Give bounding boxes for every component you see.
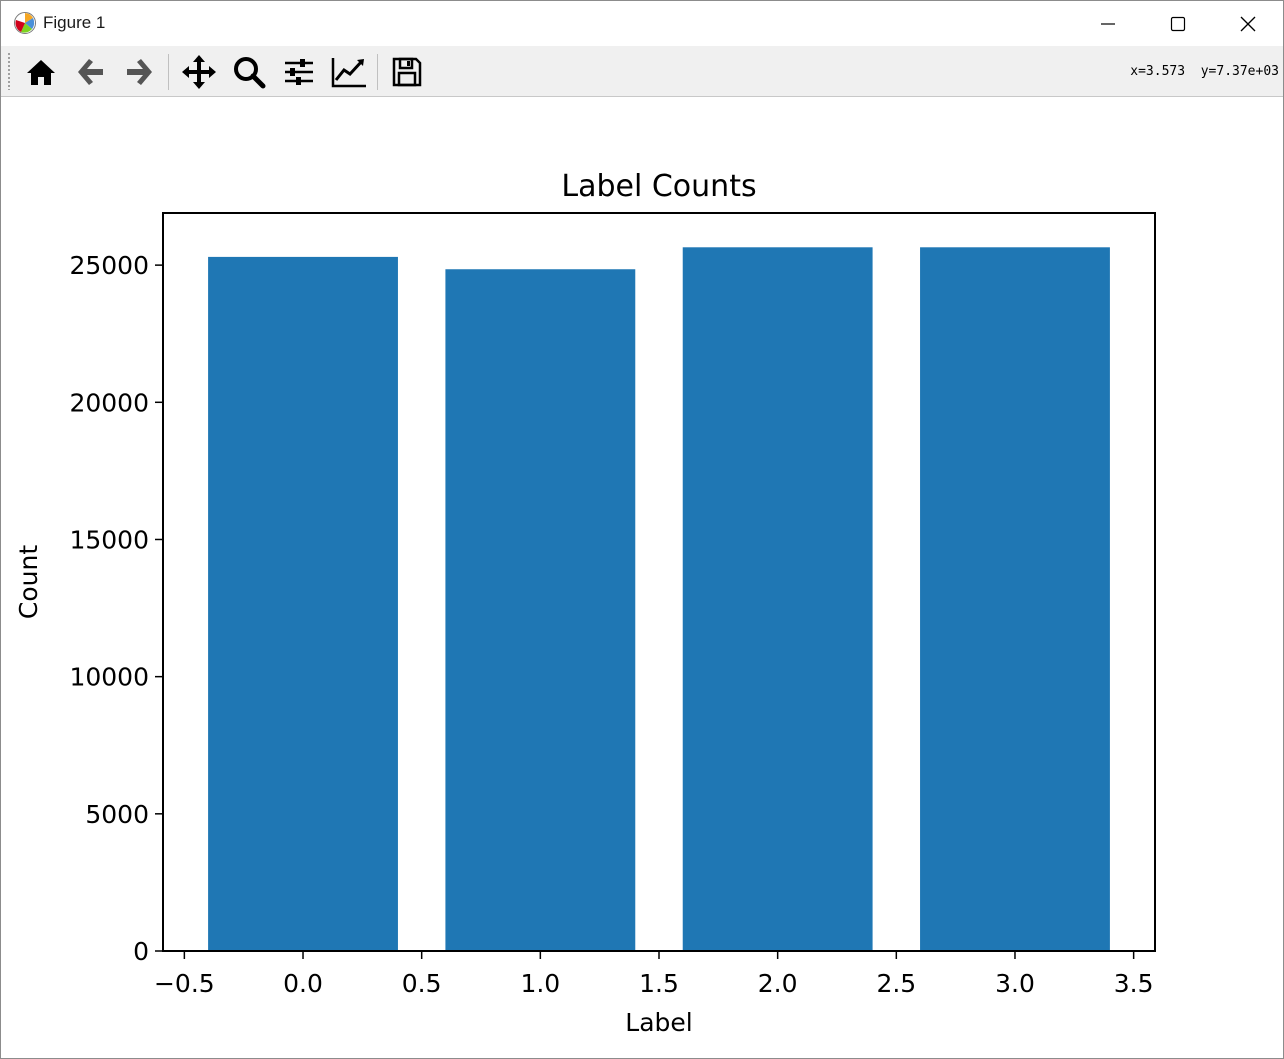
y-tick-label: 25000: [69, 251, 149, 280]
bar-chart: −0.5 0.0 0.5 1.0 1.5 2.0 2.5 3.0 3.5 0 5000 10000 1…: [14, 169, 1156, 1037]
configure-subplots-button[interactable]: [279, 52, 319, 92]
home-icon: [27, 60, 55, 85]
cursor-coordinates: x=3.573 y=7.37e+03: [1130, 64, 1279, 79]
bar: [920, 247, 1110, 951]
toolbar-separator: [168, 54, 169, 90]
x-tick-label: 1.0: [520, 969, 560, 998]
toolbar-grip[interactable]: [7, 52, 11, 90]
x-tick-label: 3.5: [1114, 969, 1154, 998]
y-axis-label: Count: [14, 545, 43, 619]
pan-icon: [182, 55, 216, 89]
y-tick-label: 20000: [69, 388, 149, 417]
x-tick-label: 2.5: [876, 969, 916, 998]
save-button[interactable]: [387, 52, 427, 92]
chart-title: Label Counts: [561, 169, 756, 204]
minimize-button[interactable]: [1073, 1, 1143, 46]
x-tick-label: −0.5: [154, 969, 215, 998]
save-icon: [392, 57, 422, 87]
title-bar[interactable]: Figure 1: [1, 1, 1283, 46]
window-title: Figure 1: [43, 13, 106, 32]
x-tick-label: 3.0: [995, 969, 1035, 998]
navigation-toolbar: x=3.573 y=7.37e+03: [1, 46, 1283, 97]
x-tick-label: 0.0: [283, 969, 323, 998]
home-button[interactable]: [21, 52, 61, 92]
figure-canvas[interactable]: −0.5 0.0 0.5 1.0 1.5 2.0 2.5 3.0 3.5 0 5000 10000 1…: [1, 97, 1283, 1058]
edit-axis-icon: [331, 58, 366, 88]
back-button[interactable]: [71, 52, 111, 92]
x-axis-label: Label: [625, 1008, 692, 1037]
toolbar-separator: [377, 54, 378, 90]
y-tick-label: 15000: [69, 525, 149, 554]
x-tick-label: 1.5: [639, 969, 679, 998]
x-tick-label: 0.5: [402, 969, 442, 998]
y-tick-label: 0: [133, 937, 149, 966]
y-axis-ticks: 0 5000 10000 15000 20000 25000: [69, 251, 163, 966]
pan-button[interactable]: [179, 52, 219, 92]
forward-icon: [127, 59, 152, 85]
x-axis-ticks: −0.5 0.0 0.5 1.0 1.5 2.0 2.5 3.0 3.5: [154, 951, 1154, 998]
bar: [208, 256, 398, 952]
y-tick-label: 10000: [69, 663, 149, 692]
bar: [682, 247, 873, 951]
maximize-button[interactable]: [1143, 1, 1213, 46]
back-icon: [78, 59, 103, 85]
configure-subplots-icon: [285, 59, 313, 85]
close-button[interactable]: [1213, 1, 1283, 46]
bar-series: [208, 247, 1110, 952]
zoom-icon: [234, 57, 266, 89]
forward-button[interactable]: [119, 52, 159, 92]
zoom-button[interactable]: [229, 52, 269, 92]
close-icon: [1240, 16, 1256, 31]
bar: [445, 269, 636, 951]
x-tick-label: 2.0: [758, 969, 798, 998]
minimize-icon: [1101, 22, 1115, 25]
matplotlib-app-icon: [13, 11, 37, 35]
maximize-icon: [1170, 16, 1186, 31]
edit-axis-button[interactable]: [329, 52, 369, 92]
y-tick-label: 5000: [85, 800, 149, 829]
